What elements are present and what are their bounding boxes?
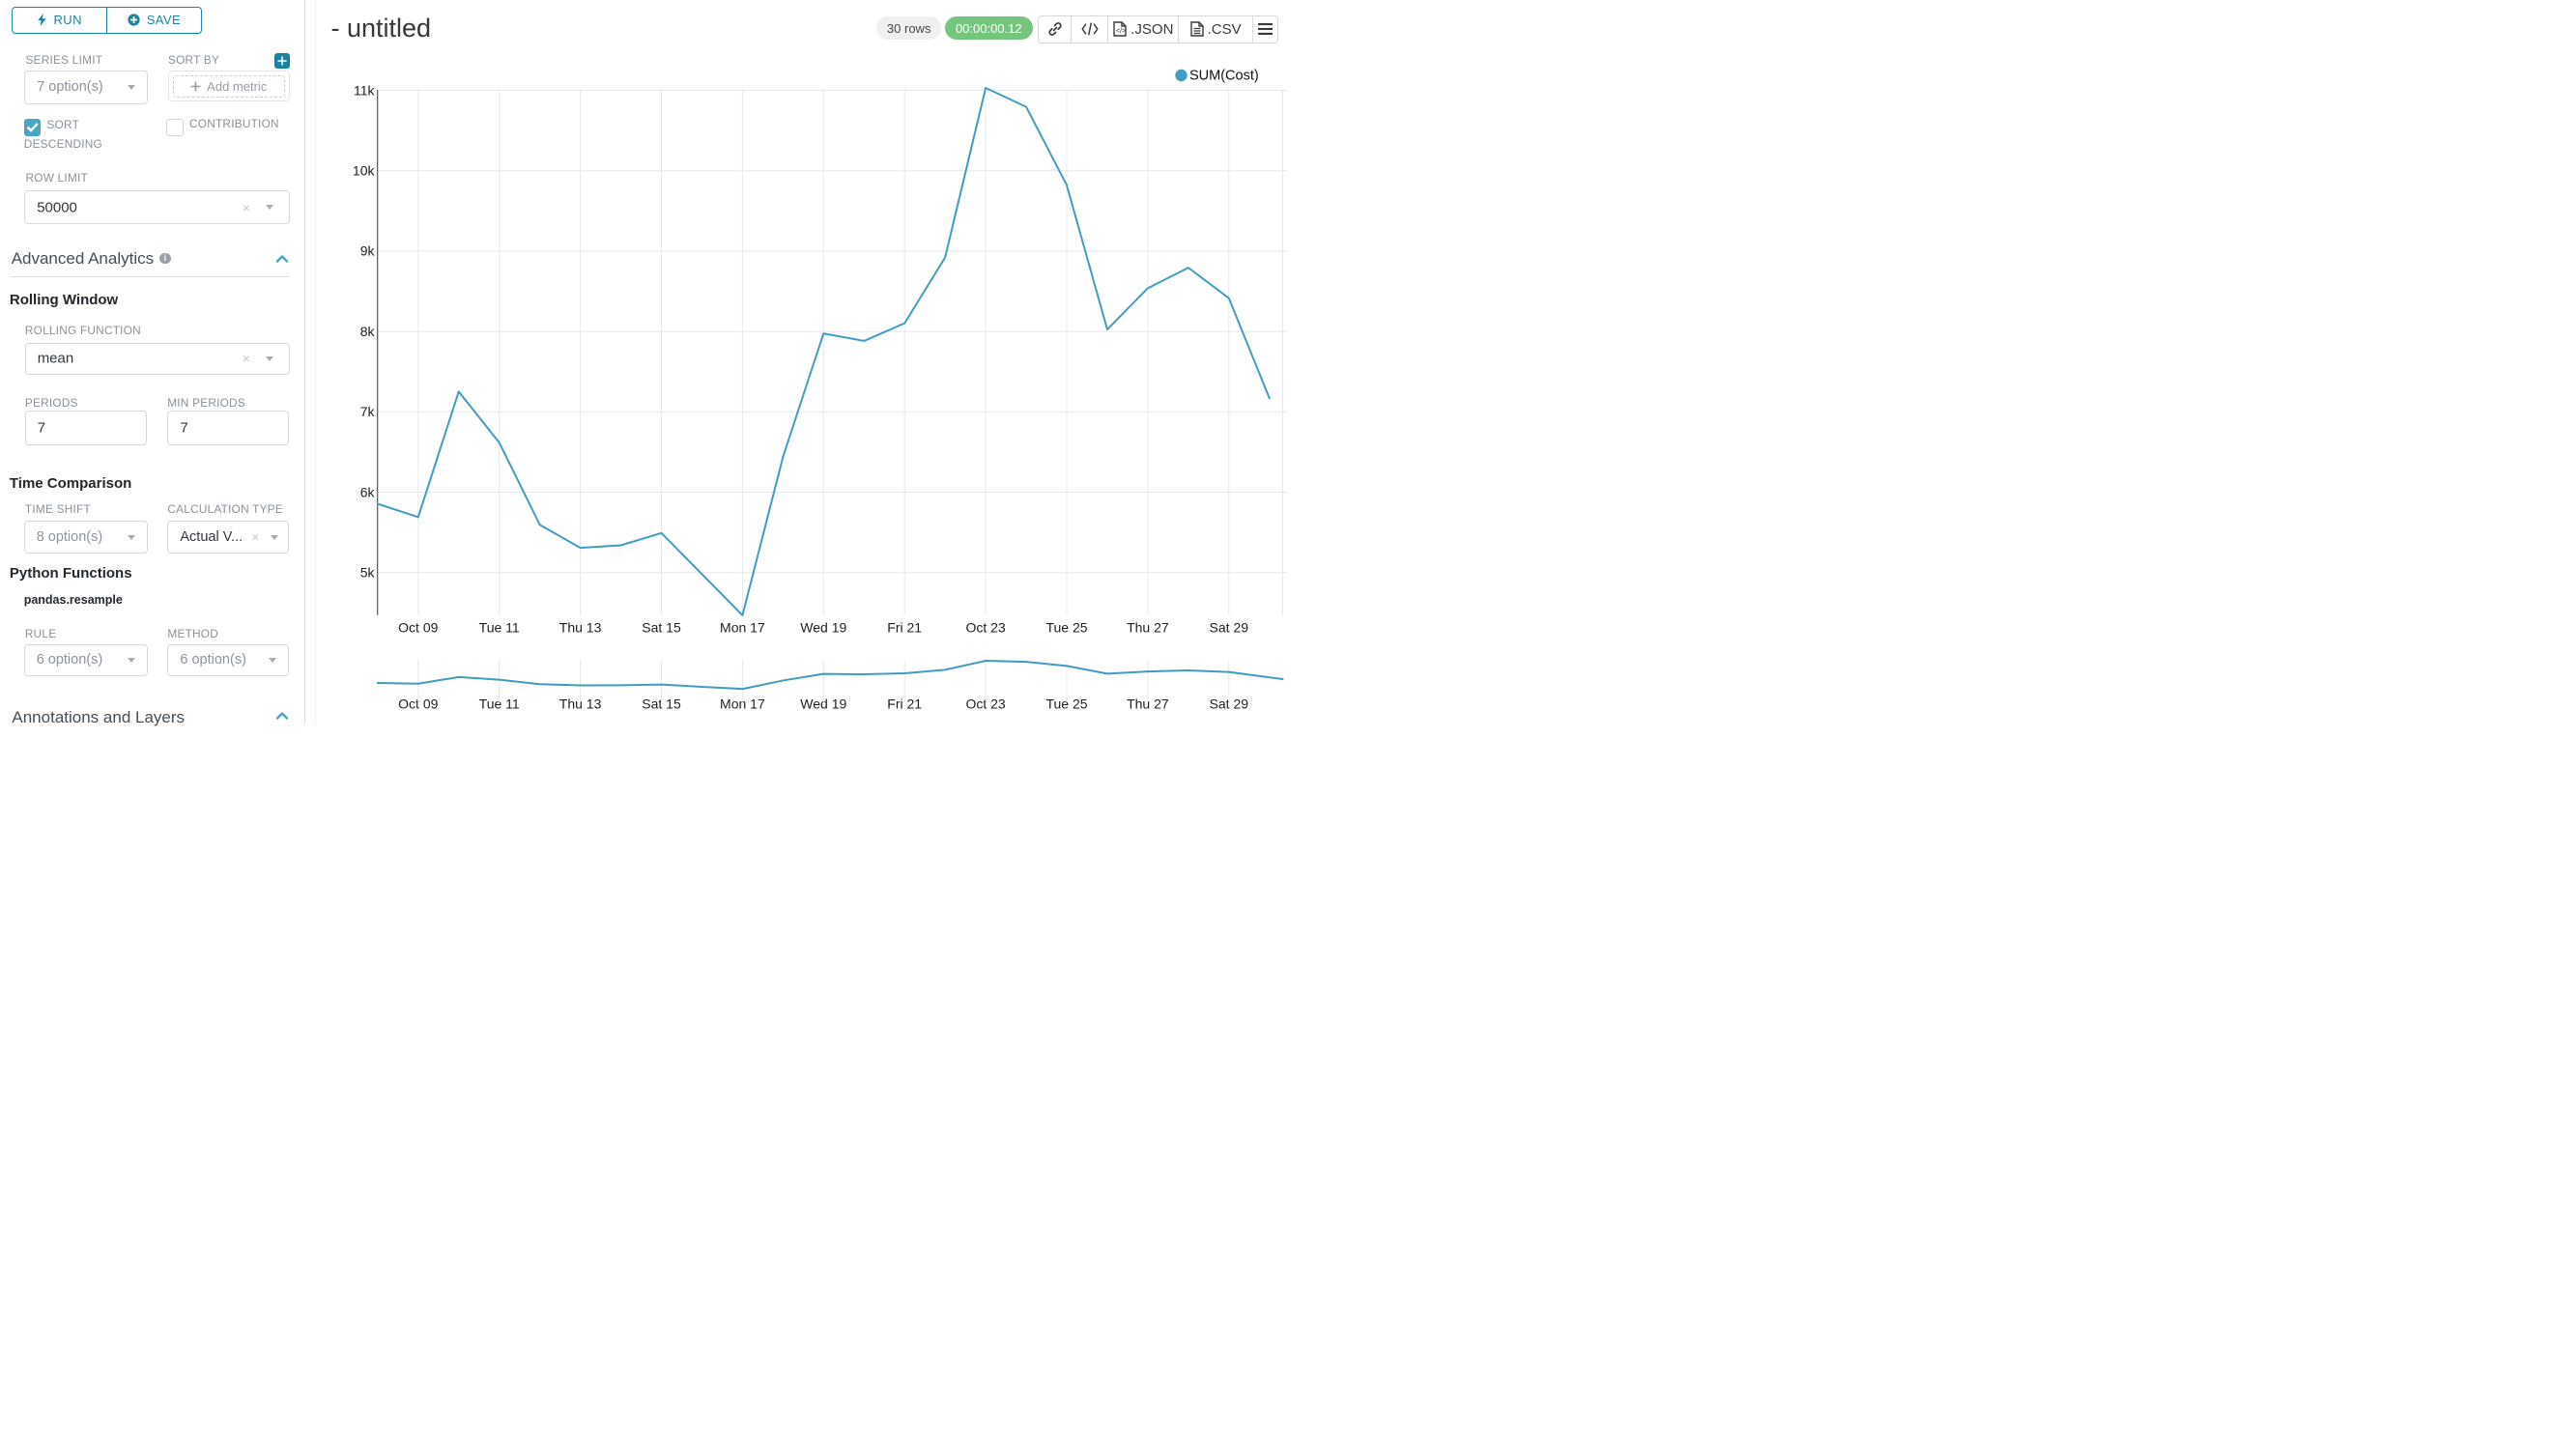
svg-text:Sat 29: Sat 29 bbox=[1210, 696, 1249, 712]
svg-text:Oct 09: Oct 09 bbox=[398, 619, 438, 635]
svg-text:Mon 17: Mon 17 bbox=[720, 619, 765, 635]
svg-text:Sat 15: Sat 15 bbox=[642, 696, 681, 712]
svg-text:Wed 19: Wed 19 bbox=[800, 696, 846, 712]
svg-text:6k: 6k bbox=[360, 484, 376, 499]
svg-text:Mon 17: Mon 17 bbox=[720, 696, 765, 712]
svg-text:5k: 5k bbox=[360, 565, 376, 581]
svg-text:</>: </> bbox=[1116, 28, 1126, 35]
svg-text:Tue 25: Tue 25 bbox=[1045, 619, 1087, 635]
svg-text:Fri 21: Fri 21 bbox=[887, 696, 922, 712]
svg-text:7k: 7k bbox=[360, 404, 376, 419]
svg-text:Thu 13: Thu 13 bbox=[559, 619, 602, 635]
svg-text:Thu 27: Thu 27 bbox=[1127, 696, 1169, 712]
svg-text:Sat 29: Sat 29 bbox=[1210, 619, 1249, 635]
svg-text:Fri 21: Fri 21 bbox=[887, 619, 922, 635]
svg-text:Oct 23: Oct 23 bbox=[965, 619, 1005, 635]
svg-text:Thu 27: Thu 27 bbox=[1127, 619, 1169, 635]
svg-text:Oct 23: Oct 23 bbox=[965, 696, 1005, 712]
svg-text:9k: 9k bbox=[360, 243, 376, 259]
svg-text:Oct 09: Oct 09 bbox=[398, 696, 438, 712]
svg-text:11k: 11k bbox=[354, 82, 376, 98]
svg-text:10k: 10k bbox=[353, 163, 376, 179]
svg-text:Wed 19: Wed 19 bbox=[800, 619, 846, 635]
svg-text:Sat 15: Sat 15 bbox=[642, 619, 681, 635]
svg-text:Tue 25: Tue 25 bbox=[1045, 696, 1087, 712]
svg-text:Tue 11: Tue 11 bbox=[479, 619, 520, 635]
svg-text:Tue 11: Tue 11 bbox=[479, 696, 520, 712]
svg-text:8k: 8k bbox=[360, 324, 376, 339]
svg-text:SUM(Cost): SUM(Cost) bbox=[1189, 69, 1259, 84]
svg-text:Thu 13: Thu 13 bbox=[559, 696, 602, 712]
